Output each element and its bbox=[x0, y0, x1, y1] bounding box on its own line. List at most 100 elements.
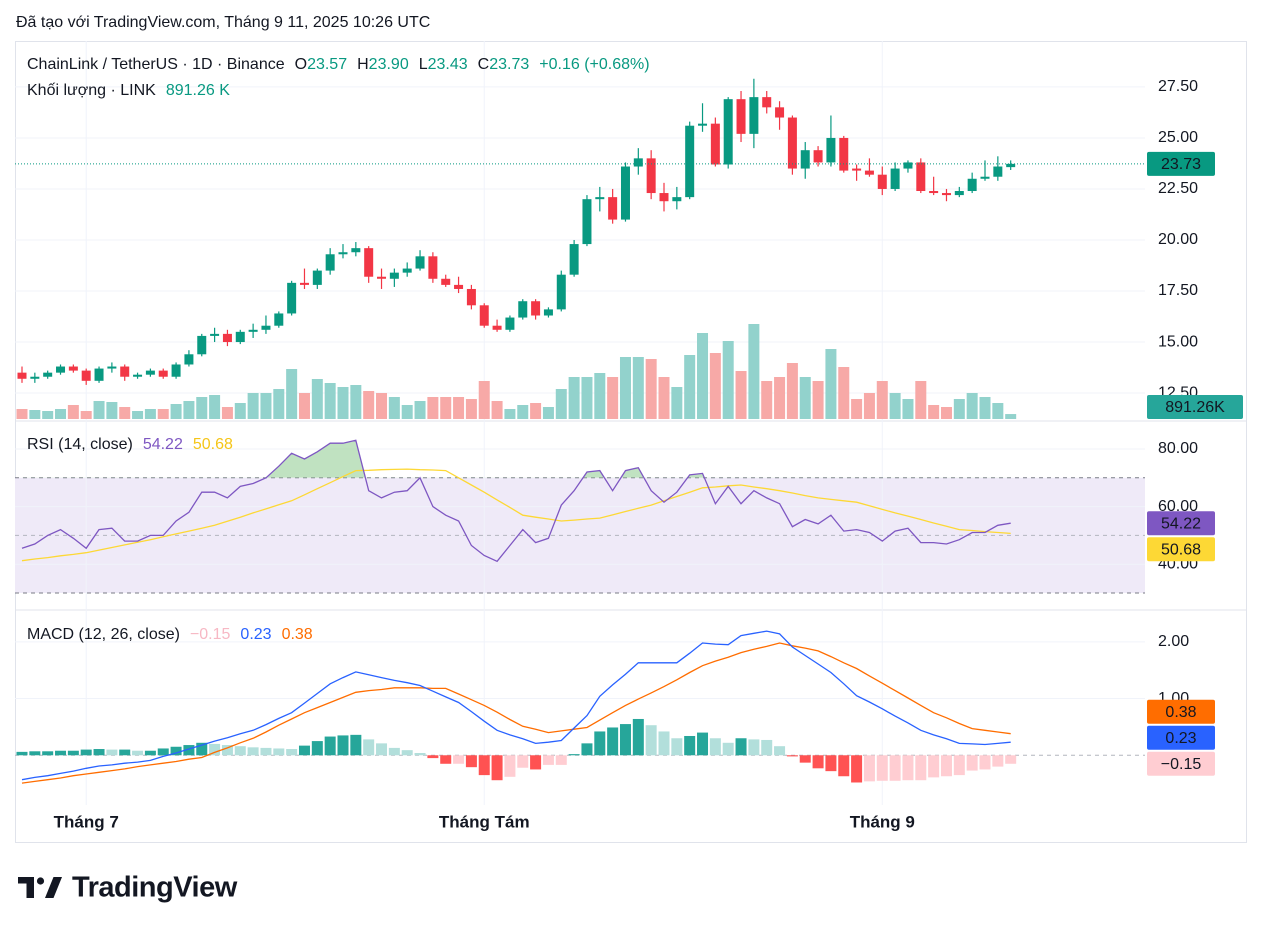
macd-histogram-bar bbox=[992, 755, 1004, 767]
macd-histogram-bar bbox=[671, 738, 683, 756]
volume-bar bbox=[928, 405, 940, 419]
macd-histogram-bar bbox=[581, 743, 593, 756]
macd-histogram-bar bbox=[1005, 755, 1017, 764]
macd-histogram-bar bbox=[350, 734, 362, 756]
rsi-title: RSI (14, close) bbox=[27, 436, 133, 453]
macd-histogram-bar bbox=[388, 747, 400, 756]
logo-icon bbox=[18, 877, 34, 898]
volume-bar bbox=[774, 377, 786, 419]
macd-histogram-bar bbox=[196, 742, 208, 756]
header-text: Đã tạo với TradingView.com, Tháng 9 11, … bbox=[16, 14, 430, 31]
candle-body bbox=[993, 166, 1003, 177]
y-tick-label: 15.00 bbox=[1158, 333, 1198, 350]
macd-histogram-bar bbox=[363, 739, 375, 756]
macd-histogram-bar bbox=[119, 749, 131, 756]
volume-bar bbox=[555, 389, 567, 419]
macd-histogram-bar bbox=[491, 755, 503, 781]
ohlc-letter: L bbox=[419, 56, 428, 73]
candle-body bbox=[710, 123, 720, 165]
macd-histogram-bar bbox=[966, 755, 978, 771]
volume-bar bbox=[221, 407, 233, 419]
macd-histogram-bar bbox=[440, 755, 452, 764]
candle-body bbox=[723, 99, 733, 165]
macd-legend: MACD (12, 26, close) −0.15 0.23 0.38 bbox=[27, 626, 313, 643]
ohlc-value: 23.73 bbox=[489, 56, 529, 73]
candle-body bbox=[633, 158, 643, 167]
candle-body bbox=[620, 166, 630, 220]
candle-body bbox=[826, 137, 836, 163]
macd-histogram-bar bbox=[542, 755, 554, 765]
macd-histogram-bar bbox=[132, 750, 144, 756]
candle-body bbox=[197, 335, 207, 355]
candle-body bbox=[556, 274, 566, 310]
signal-badge-bg bbox=[1147, 699, 1215, 724]
macd-histogram-bar bbox=[876, 755, 888, 781]
candle-body bbox=[864, 170, 874, 175]
candle-body bbox=[685, 125, 695, 198]
volume-badge: 891.26K bbox=[1165, 399, 1225, 416]
volume-title: Khối lượng · LINK bbox=[27, 82, 156, 99]
candle-body bbox=[929, 191, 939, 194]
volume-bar bbox=[966, 393, 978, 419]
candle-body bbox=[569, 244, 579, 275]
volume-bar bbox=[530, 403, 542, 419]
ohlc-value: 23.90 bbox=[369, 56, 409, 73]
candle-body bbox=[287, 282, 297, 314]
volume-bar bbox=[491, 401, 503, 419]
macd-histogram-bar bbox=[414, 752, 426, 756]
macd-histogram-bar bbox=[183, 745, 195, 756]
ohlc-letter: C bbox=[478, 56, 490, 73]
macd-histogram-bar bbox=[273, 748, 285, 756]
logo-icon bbox=[45, 877, 62, 898]
y-tick-label: 60.00 bbox=[1158, 498, 1198, 515]
rsi-line bbox=[21, 439, 1011, 563]
macd-histogram-bar bbox=[401, 750, 413, 756]
candle-body bbox=[364, 248, 374, 277]
macd-histogram-bar bbox=[838, 755, 850, 777]
volume-bar bbox=[722, 341, 734, 419]
volume-bar bbox=[453, 397, 465, 419]
candle-body bbox=[56, 366, 66, 373]
macd-histogram-bar bbox=[594, 731, 606, 756]
volume-bar bbox=[478, 381, 490, 419]
candle-body bbox=[749, 97, 759, 134]
volume-bar bbox=[619, 357, 631, 419]
badges: 23.73 891.26K 54.22 50.68 −0.15 0.23 0.38 bbox=[1147, 151, 1243, 776]
macd-histogram-bar bbox=[915, 755, 927, 781]
candle-body bbox=[762, 97, 772, 108]
macd-histogram-bar bbox=[517, 755, 529, 768]
volume-bar bbox=[940, 407, 952, 419]
macd-histogram-bar bbox=[298, 745, 310, 756]
volume-bar bbox=[876, 381, 888, 419]
volume-bar bbox=[863, 393, 875, 419]
y-tick-label: 80.00 bbox=[1158, 440, 1198, 457]
volume-bar bbox=[761, 381, 773, 419]
candle-body bbox=[582, 199, 592, 245]
candle-body bbox=[505, 317, 515, 330]
volume-bar bbox=[16, 409, 28, 419]
candle-body bbox=[800, 150, 810, 169]
macd-histogram-bar bbox=[851, 755, 863, 783]
macd-histogram-bar bbox=[568, 754, 580, 756]
macd-histogram-bar bbox=[902, 755, 914, 781]
candle-body bbox=[133, 374, 143, 377]
volume-bar bbox=[260, 393, 272, 419]
macd-histogram-bar bbox=[29, 751, 41, 756]
volume-bar bbox=[979, 397, 991, 419]
macd-histogram-bar bbox=[953, 755, 965, 776]
macd-histogram-bar bbox=[465, 755, 477, 768]
pane-backgrounds bbox=[15, 477, 1145, 594]
volume-bar bbox=[568, 377, 580, 419]
candle-body bbox=[81, 370, 91, 381]
volume-bar bbox=[298, 393, 310, 419]
volume-bar bbox=[324, 383, 336, 419]
volume-bar bbox=[67, 405, 79, 419]
macd-value: 0.23 bbox=[240, 626, 271, 643]
candle-body bbox=[518, 301, 528, 318]
y-tick-label: 25.00 bbox=[1158, 129, 1198, 146]
volume-legend: Khối lượng · LINK 891.26 K bbox=[27, 82, 230, 99]
rsi-badge-bg bbox=[1147, 511, 1215, 536]
macd-histogram-bar bbox=[812, 755, 824, 769]
